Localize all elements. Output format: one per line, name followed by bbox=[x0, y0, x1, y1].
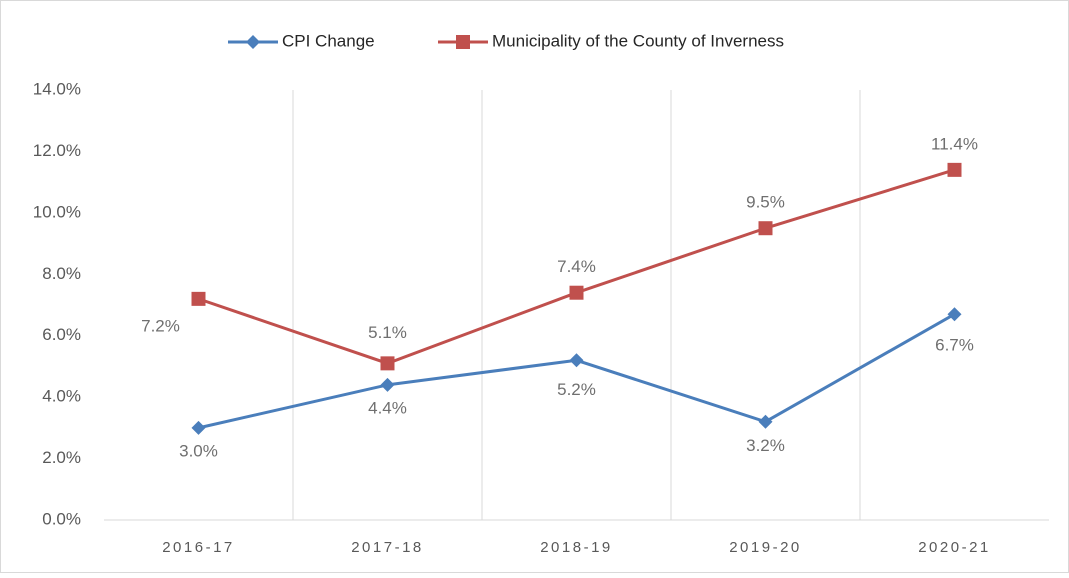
data-label: 11.4% bbox=[931, 134, 978, 153]
point bbox=[380, 377, 395, 392]
point bbox=[191, 420, 206, 435]
point bbox=[191, 291, 206, 306]
y-tick-label: 0.0% bbox=[42, 509, 81, 528]
point bbox=[758, 414, 773, 429]
point bbox=[569, 353, 584, 368]
data-label: 3.2% bbox=[746, 436, 785, 455]
point bbox=[947, 307, 962, 322]
x-tick-label: 2020-21 bbox=[918, 539, 991, 556]
point bbox=[947, 162, 962, 177]
point bbox=[569, 285, 584, 300]
y-tick-label: 12.0% bbox=[33, 141, 81, 160]
data-label: 4.4% bbox=[368, 398, 407, 417]
x-tick-label: 2019-20 bbox=[729, 539, 802, 556]
legend-marker bbox=[456, 35, 470, 49]
point bbox=[758, 221, 773, 236]
data-label: 3.0% bbox=[179, 441, 218, 460]
x-tick-label: 2018-19 bbox=[540, 539, 613, 556]
y-tick-label: 8.0% bbox=[42, 264, 81, 283]
data-label: 7.4% bbox=[557, 257, 596, 276]
y-tick-label: 14.0% bbox=[33, 79, 81, 98]
legend-label: CPI Change bbox=[282, 31, 375, 50]
y-tick-label: 4.0% bbox=[42, 387, 81, 406]
data-label: 5.2% bbox=[557, 380, 596, 399]
data-label: 9.5% bbox=[746, 193, 785, 212]
data-label: 6.7% bbox=[935, 336, 974, 355]
data-label: 5.1% bbox=[368, 323, 407, 342]
data-label: 7.2% bbox=[141, 316, 180, 335]
legend-label: Municipality of the County of Inverness bbox=[492, 31, 784, 50]
y-tick-label: 2.0% bbox=[42, 448, 81, 467]
x-tick-label: 2016-17 bbox=[162, 539, 235, 556]
point bbox=[380, 356, 395, 371]
x-tick-label: 2017-18 bbox=[351, 539, 424, 556]
y-tick-label: 6.0% bbox=[42, 325, 81, 344]
legend-marker bbox=[246, 35, 260, 49]
y-tick-label: 10.0% bbox=[33, 202, 81, 221]
